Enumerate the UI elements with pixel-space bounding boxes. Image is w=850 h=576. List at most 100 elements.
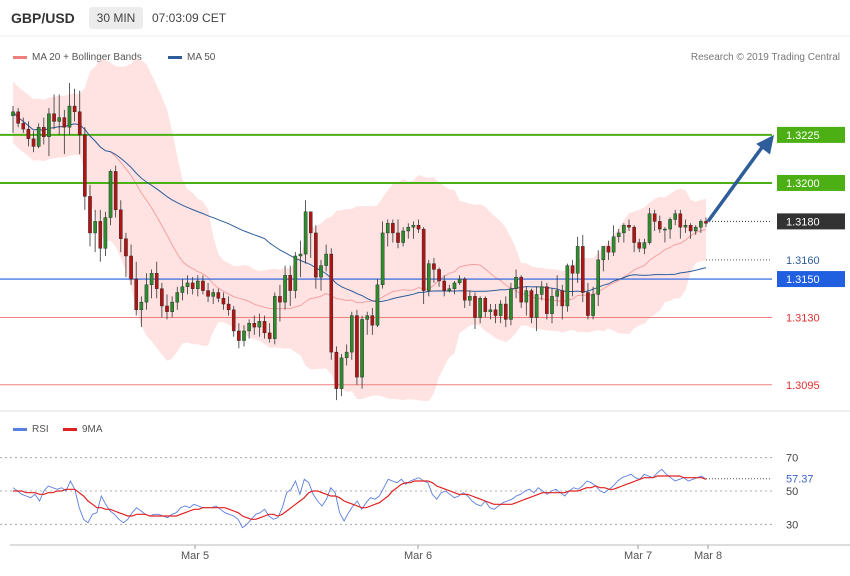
candle [432, 257, 436, 283]
candle [185, 275, 190, 295]
copyright: Research © 2019 Trading Central [690, 52, 840, 63]
candle [699, 219, 703, 233]
candle [627, 219, 631, 231]
candle-up [196, 280, 200, 289]
candle-up [257, 321, 262, 328]
level-support-6-label: 1.3095 [786, 380, 820, 392]
candle-up [93, 221, 97, 234]
candle [98, 209, 103, 262]
candle-up [247, 323, 251, 332]
candle [221, 292, 226, 310]
candle-down [231, 309, 236, 332]
candle [77, 90, 82, 155]
candle-down [201, 280, 205, 291]
candle [129, 244, 133, 285]
legend-9ma: 9MA [63, 424, 103, 435]
level-last-2-label-bg [777, 213, 845, 230]
candle [462, 277, 467, 308]
forecast-arrow-shaft [706, 140, 768, 223]
candle-up [555, 290, 559, 297]
candle-down [370, 315, 375, 326]
candle [447, 284, 452, 293]
timeframe-button[interactable]: 30 MIN [89, 7, 143, 29]
candle-up [273, 296, 277, 339]
candle-up [211, 292, 215, 297]
candle-down [88, 196, 92, 234]
candle [642, 238, 647, 255]
candle-up [488, 309, 493, 312]
candle [72, 88, 77, 122]
candle [62, 109, 67, 155]
candle [26, 121, 31, 147]
x-tick-label: Mar 7 [624, 550, 652, 562]
candle [442, 275, 446, 297]
candle [704, 217, 708, 228]
candle [52, 94, 56, 130]
candle [237, 323, 241, 349]
x-tick-label: Mar 8 [694, 550, 722, 562]
ma20-line [12, 111, 707, 310]
level-resistance-0-label-bg [777, 126, 845, 143]
candle [498, 300, 503, 324]
candle-down [21, 123, 26, 130]
candle [180, 279, 185, 301]
candle-down [570, 265, 575, 274]
candle [319, 259, 323, 291]
candle [504, 296, 508, 328]
candle-up [668, 219, 672, 230]
candle-down [26, 128, 31, 139]
candle-up [611, 236, 616, 253]
candle [252, 315, 257, 335]
legend-9ma-label: 9MA [82, 424, 103, 435]
candle-up [175, 292, 180, 303]
candle-up [601, 246, 606, 261]
candle [57, 94, 61, 135]
candle [401, 227, 405, 247]
candle-down [678, 213, 683, 228]
candle-up [452, 282, 457, 289]
candle-down [160, 288, 164, 307]
candle [257, 313, 262, 337]
candle [242, 325, 246, 347]
candle-up [616, 232, 621, 237]
candle-down [421, 228, 426, 291]
candle [570, 259, 575, 297]
candle [247, 319, 251, 339]
candle-down [262, 321, 267, 334]
candle-down [432, 263, 436, 270]
candle [565, 263, 570, 312]
candle-up [534, 294, 539, 318]
candle-up [344, 351, 349, 359]
candle-down [62, 117, 67, 128]
candle [411, 221, 416, 239]
candle [262, 315, 267, 339]
candle-down [154, 273, 159, 289]
candle [596, 250, 600, 306]
legend-bb-label: MA 20 + Bollinger Bands [32, 52, 142, 63]
candle [478, 296, 482, 324]
level-pivot-4-label: 1.3150 [786, 274, 820, 286]
candle-down [462, 278, 467, 301]
candle [647, 207, 652, 245]
candle [36, 123, 41, 149]
candle [601, 246, 606, 272]
candle-up [647, 213, 652, 243]
candle [93, 209, 97, 253]
candle-up [427, 263, 431, 291]
candle [473, 292, 477, 330]
candle-up [642, 242, 647, 249]
candle [298, 240, 303, 278]
candle-down [632, 226, 636, 243]
ma50-swatch [168, 55, 182, 59]
candle-up [293, 255, 298, 291]
candle [339, 354, 344, 397]
candle-up [673, 213, 677, 220]
candle [314, 225, 318, 289]
candle [550, 288, 554, 324]
candle [693, 225, 698, 235]
candle [591, 286, 595, 320]
candle-down [16, 111, 20, 124]
candle [67, 82, 72, 135]
legend-ma50-label: MA 50 [187, 52, 216, 63]
